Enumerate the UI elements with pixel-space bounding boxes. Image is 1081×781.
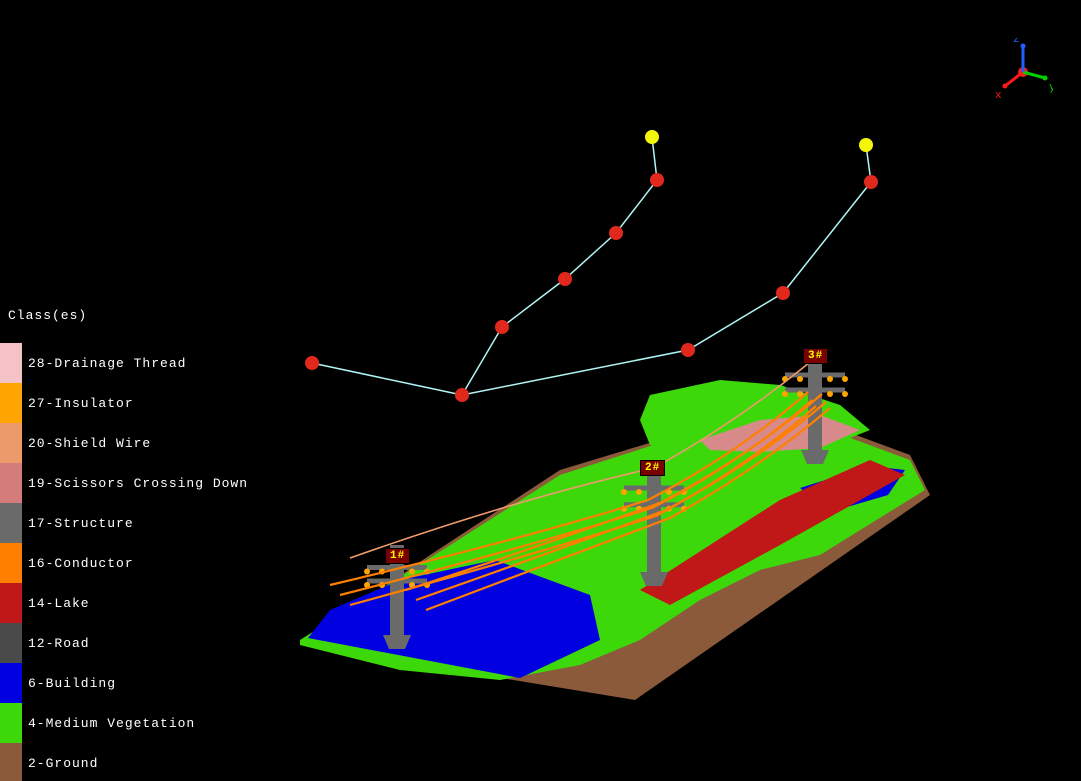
- legend-item[interactable]: 19-Scissors Crossing Down: [0, 463, 248, 503]
- tower-label[interactable]: 2#: [640, 460, 665, 476]
- legend-item[interactable]: 14-Lake: [0, 583, 248, 623]
- legend-swatch: [0, 663, 22, 703]
- marker-node[interactable]: [681, 343, 695, 357]
- legend-label: 2-Ground: [28, 756, 98, 771]
- axis-gizmo[interactable]: x y z: [993, 38, 1053, 98]
- legend-item[interactable]: 4-Medium Vegetation: [0, 703, 248, 743]
- marker-node[interactable]: [495, 320, 509, 334]
- legend-item[interactable]: 16-Conductor: [0, 543, 248, 583]
- legend-item[interactable]: 27-Insulator: [0, 383, 248, 423]
- axis-tip-icon: [1003, 84, 1008, 89]
- insulator: [842, 391, 848, 397]
- legend-swatch: [0, 583, 22, 623]
- insulator: [409, 569, 415, 575]
- axis-x: [1005, 72, 1023, 86]
- marker-endpoint[interactable]: [859, 138, 873, 152]
- marker-node[interactable]: [305, 356, 319, 370]
- legend-label: 19-Scissors Crossing Down: [28, 476, 248, 491]
- legend-swatch: [0, 743, 22, 781]
- class-legend: Class(es) 28-Drainage Thread 27-Insulator…: [0, 308, 248, 781]
- axis-label: x: [995, 90, 1002, 98]
- insulator: [797, 376, 803, 382]
- marker-node[interactable]: [455, 388, 469, 402]
- insulator: [827, 376, 833, 382]
- legend-label: 17-Structure: [28, 516, 134, 531]
- insulator: [827, 391, 833, 397]
- insulator: [842, 376, 848, 382]
- legend-swatch: [0, 343, 22, 383]
- legend-label: 20-Shield Wire: [28, 436, 151, 451]
- legend-swatch: [0, 543, 22, 583]
- insulator: [621, 489, 627, 495]
- tower-label[interactable]: 1#: [385, 548, 410, 564]
- axis-label: z: [1013, 38, 1020, 46]
- legend-item[interactable]: 28-Drainage Thread: [0, 343, 248, 383]
- viewport-3d[interactable]: x y z Class(es) 28-Drainage Thread 27-Insul…: [0, 0, 1081, 781]
- marker-node[interactable]: [864, 175, 878, 189]
- legend-item[interactable]: 17-Structure: [0, 503, 248, 543]
- marker-node[interactable]: [558, 272, 572, 286]
- insulator: [782, 391, 788, 397]
- legend-label: 14-Lake: [28, 596, 90, 611]
- legend-swatch: [0, 423, 22, 463]
- marker-polyline: [312, 180, 657, 395]
- legend-swatch: [0, 623, 22, 663]
- legend-label: 16-Conductor: [28, 556, 134, 571]
- legend-item[interactable]: 2-Ground: [0, 743, 248, 781]
- axis-tip-icon: [1021, 44, 1026, 49]
- axis-label: y: [1049, 82, 1053, 94]
- legend-label: 4-Medium Vegetation: [28, 716, 195, 731]
- legend-label: 28-Drainage Thread: [28, 356, 186, 371]
- marker-endpoint[interactable]: [645, 130, 659, 144]
- legend-item[interactable]: 20-Shield Wire: [0, 423, 248, 463]
- marker-node[interactable]: [609, 226, 623, 240]
- tower-label[interactable]: 3#: [803, 348, 828, 364]
- legend-swatch: [0, 503, 22, 543]
- legend-label: 12-Road: [28, 636, 90, 651]
- legend-swatch: [0, 703, 22, 743]
- marker-node[interactable]: [776, 286, 790, 300]
- legend-swatch: [0, 463, 22, 503]
- insulator: [364, 569, 370, 575]
- legend-item[interactable]: 6-Building: [0, 663, 248, 703]
- legend-label: 6-Building: [28, 676, 116, 691]
- insulator: [636, 489, 642, 495]
- marker-node[interactable]: [650, 173, 664, 187]
- legend-label: 27-Insulator: [28, 396, 134, 411]
- legend-title: Class(es): [8, 308, 248, 323]
- legend-item[interactable]: 12-Road: [0, 623, 248, 663]
- axis-tip-icon: [1043, 76, 1048, 81]
- legend-swatch: [0, 383, 22, 423]
